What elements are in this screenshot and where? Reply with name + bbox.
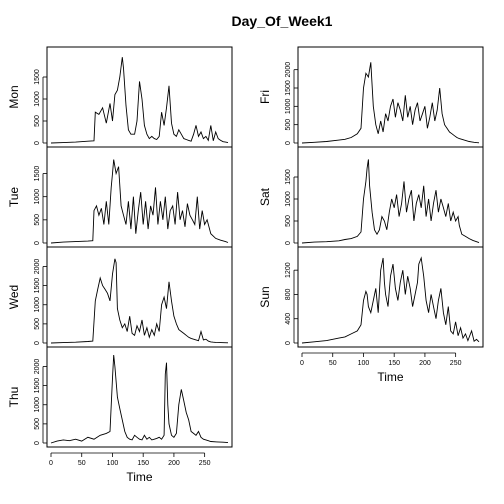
x-axis-label: Time bbox=[377, 370, 404, 384]
panel-label-sat: Sat bbox=[258, 187, 272, 206]
y-tick-label: 1500 bbox=[285, 169, 292, 185]
y-tick-label: 1500 bbox=[34, 69, 41, 85]
series-line-wed bbox=[50, 258, 229, 344]
y-tick-label: 1500 bbox=[285, 80, 292, 96]
panel-wed: 0 500 1000 1500 2000 Wed bbox=[7, 246, 233, 348]
panel-label-mon: Mon bbox=[7, 85, 21, 108]
y-tick-label: 2000 bbox=[34, 359, 41, 375]
y-tick-label: 1000 bbox=[34, 189, 41, 205]
y-tick-label: 0 bbox=[34, 341, 41, 345]
series-line-fri bbox=[301, 62, 480, 144]
panel-label-sun: Sun bbox=[258, 286, 272, 307]
y-tick-label: 500 bbox=[34, 318, 41, 330]
panel-sat: 0 500 1000 1500 Sat bbox=[258, 146, 484, 248]
panel-frame bbox=[46, 346, 233, 448]
panel-thu: 0 500 1000 1500 2000 Thu 0 50 100 150 200 250 Time bbox=[7, 346, 233, 484]
y-tick-label: 2000 bbox=[34, 259, 41, 275]
panel-tue: 0 500 1000 1500 Tue bbox=[7, 146, 233, 248]
y-tick-label: 1500 bbox=[34, 278, 41, 294]
y-tick-label: 500 bbox=[34, 115, 41, 127]
x-axis-label: Time bbox=[126, 470, 153, 484]
panel-label-thu: Thu bbox=[7, 387, 21, 408]
y-tick-label: 1000 bbox=[285, 191, 292, 207]
x-tick-label: 200 bbox=[168, 460, 180, 467]
panel-frame bbox=[46, 46, 233, 148]
x-tick-label: 0 bbox=[49, 460, 53, 467]
y-tick-label: 0 bbox=[34, 141, 41, 145]
panel-mon: 0 500 1000 1500 Mon bbox=[7, 46, 233, 148]
y-tick-label: 500 bbox=[34, 214, 41, 226]
x-tick-label: 50 bbox=[78, 460, 86, 467]
y-tick-label: 1000 bbox=[34, 397, 41, 413]
y-tick-label: 1000 bbox=[285, 98, 292, 114]
x-tick-label: 0 bbox=[300, 360, 304, 367]
series-line-sun bbox=[301, 256, 480, 344]
y-tick-label: 1500 bbox=[34, 378, 41, 394]
y-tick-label: 1000 bbox=[34, 297, 41, 313]
panel-frame bbox=[297, 246, 484, 348]
y-tick-label: 1000 bbox=[34, 91, 41, 107]
chart-title: Day_Of_Week1 bbox=[232, 13, 333, 29]
y-tick-label: 0 bbox=[34, 441, 41, 445]
panel-label-tue: Tue bbox=[7, 187, 21, 208]
x-tick-label: 250 bbox=[450, 360, 462, 367]
y-tick-label: 500 bbox=[285, 119, 292, 131]
panel-frame bbox=[297, 146, 484, 248]
y-tick-label: 800 bbox=[285, 289, 292, 301]
panel-label-fri: Fri bbox=[258, 90, 272, 104]
x-tick-label: 200 bbox=[419, 360, 431, 367]
panel-fri: 0 500 1000 1500 2000 Fri bbox=[258, 46, 484, 148]
series-line-tue bbox=[50, 159, 229, 244]
x-tick-label: 100 bbox=[358, 360, 370, 367]
y-tick-label: 0 bbox=[285, 141, 292, 145]
x-tick-label: 250 bbox=[199, 460, 211, 467]
panel-frame bbox=[46, 146, 233, 248]
x-tick-label: 100 bbox=[107, 460, 119, 467]
y-tick-label: 400 bbox=[285, 313, 292, 325]
y-tick-label: 500 bbox=[34, 418, 41, 430]
series-line-sat bbox=[301, 159, 480, 244]
x-tick-label: 50 bbox=[329, 360, 337, 367]
y-tick-label: 2000 bbox=[285, 62, 292, 78]
series-line-mon bbox=[50, 57, 229, 144]
panels: 050010001500Mon050010001500Tue0500100015… bbox=[7, 46, 484, 484]
series-line-thu bbox=[50, 354, 229, 444]
y-tick-label: 1500 bbox=[34, 166, 41, 182]
x-tick-label: 150 bbox=[388, 360, 400, 367]
y-tick-label: 1200 bbox=[285, 262, 292, 278]
x-tick-label: 150 bbox=[137, 460, 149, 467]
y-tick-label: 0 bbox=[285, 241, 292, 245]
y-tick-label: 0 bbox=[285, 341, 292, 345]
panel-label-wed: Wed bbox=[7, 285, 21, 309]
y-tick-label: 0 bbox=[34, 241, 41, 245]
panel-sun: 0 400 800 1200 Sun 0 50 100 150 200 250 Time bbox=[258, 246, 484, 384]
y-tick-label: 500 bbox=[285, 215, 292, 227]
panel-frame bbox=[297, 46, 484, 148]
